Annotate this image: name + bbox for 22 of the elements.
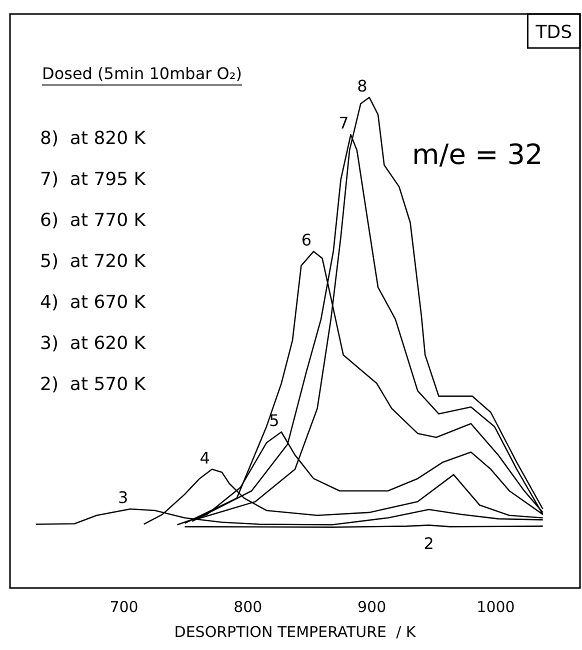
- series-label: 4: [200, 448, 210, 468]
- annotation: 8) at 820 K: [40, 128, 147, 149]
- series-label: 7: [338, 114, 349, 133]
- x-tick-label: 800: [234, 598, 262, 616]
- series-label: 5: [269, 410, 280, 430]
- x-tick-label: 900: [358, 598, 386, 616]
- annotation: 2) at 570 K: [40, 374, 147, 395]
- annotation: 7) at 795 K: [40, 169, 147, 190]
- annotation: 3) at 620 K: [40, 333, 147, 354]
- text: TDS: [534, 22, 572, 43]
- annotation: 6) at 770 K: [40, 210, 147, 231]
- annotation: 5) at 720 K: [40, 251, 147, 272]
- x-tick-label: 700: [110, 598, 138, 616]
- series-label: 6: [301, 230, 312, 250]
- text: Dosed (5min 10mbar O₂): [42, 64, 242, 83]
- x-tick-label: 1000: [476, 598, 515, 616]
- x-axis-title: DESORPTION TEMPERATURE / K: [174, 622, 417, 641]
- series-label: 8: [357, 76, 368, 96]
- annotation: 4) at 670 K: [40, 292, 147, 313]
- annotation: m/e = 32: [412, 138, 543, 171]
- series-label: 2: [424, 534, 434, 554]
- series-label: 3: [118, 488, 128, 508]
